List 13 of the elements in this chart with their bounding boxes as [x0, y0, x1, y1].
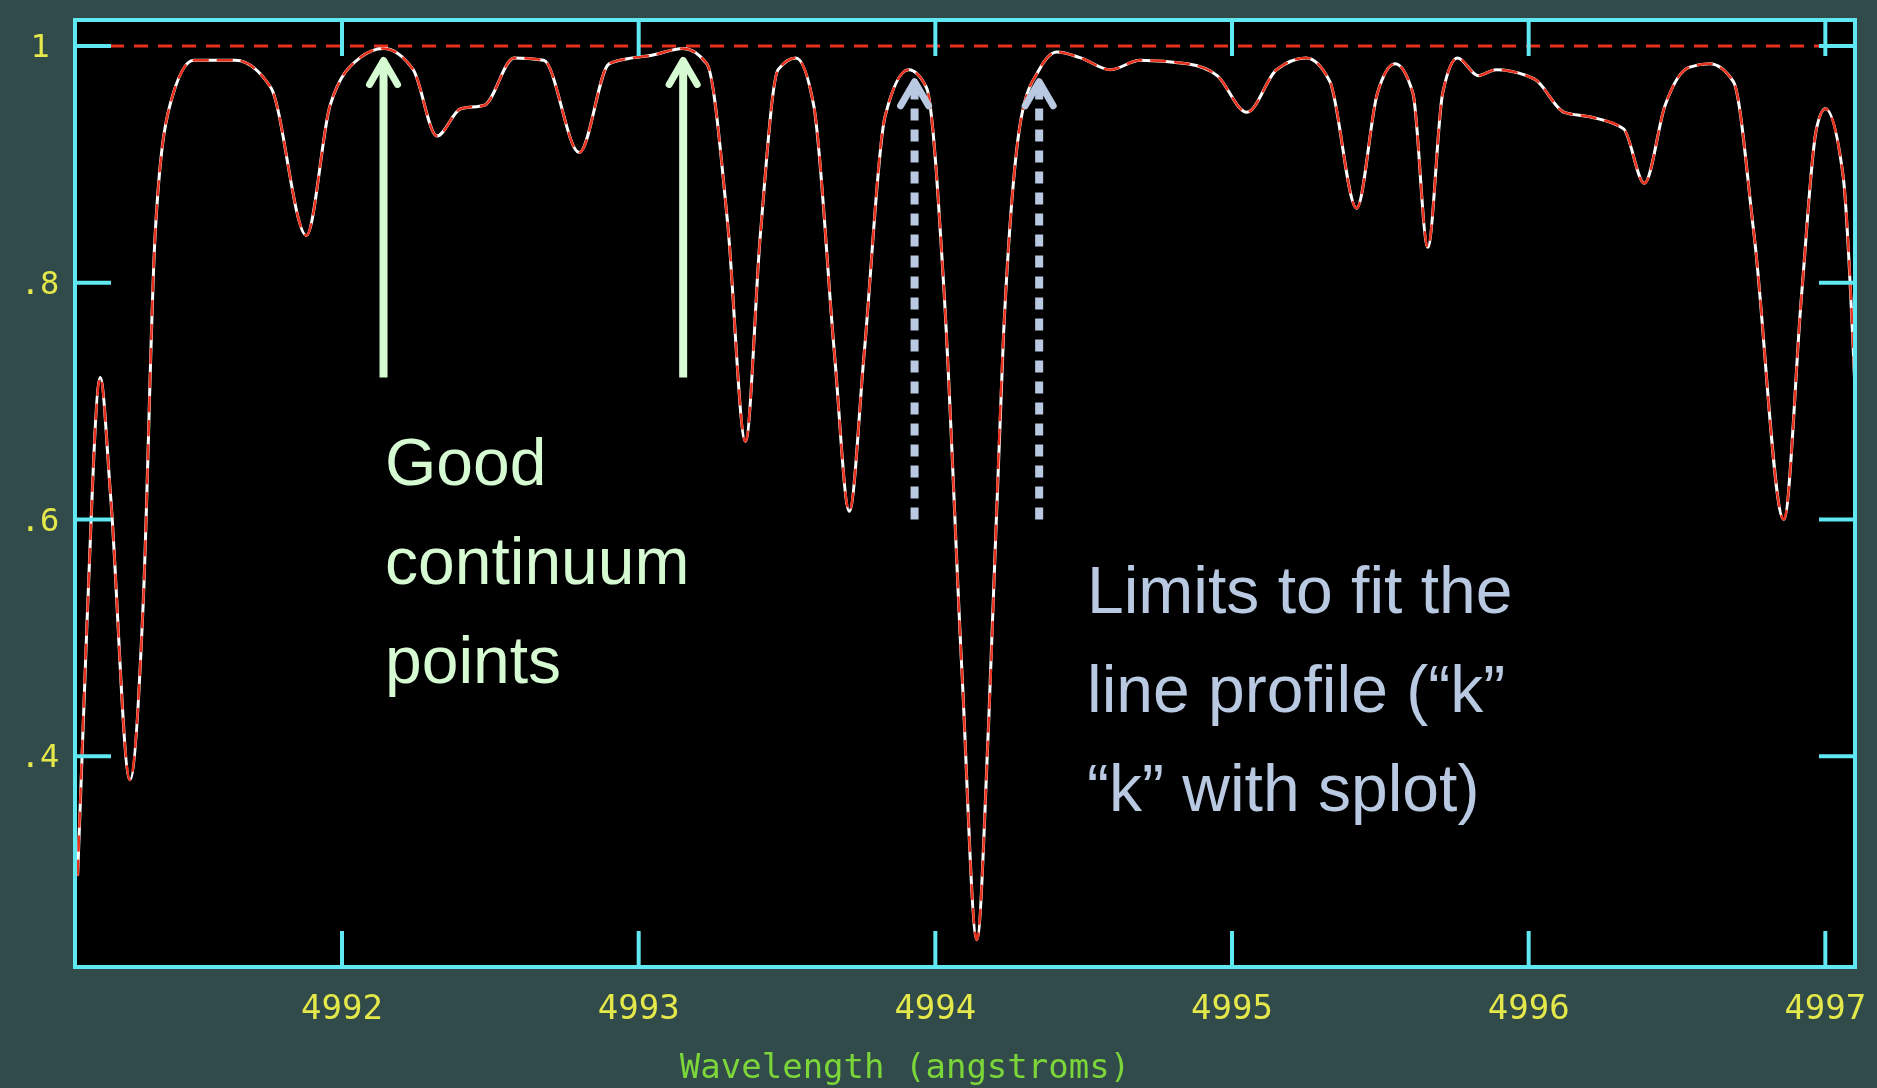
- x-axis-title: Wavelength (angstroms): [679, 1046, 1131, 1086]
- y-tick-label: .6: [20, 500, 60, 539]
- x-tick-label: 4993: [597, 987, 680, 1027]
- annotation: Limits to fit the line profile (“k” “k” with splot): [1087, 553, 1513, 825]
- y-tick-label: .8: [20, 263, 60, 302]
- y-tick-label: .4: [20, 737, 60, 776]
- x-tick-label: 4995: [1191, 987, 1273, 1027]
- y-tick-label: 1: [30, 27, 50, 66]
- annotation: Good continuum points: [385, 425, 690, 697]
- x-tick-label: 4992: [301, 987, 383, 1027]
- x-tick-label: 4994: [894, 987, 977, 1027]
- x-tick-label: 4996: [1487, 987, 1570, 1027]
- x-tick-label: 4997: [1784, 987, 1867, 1027]
